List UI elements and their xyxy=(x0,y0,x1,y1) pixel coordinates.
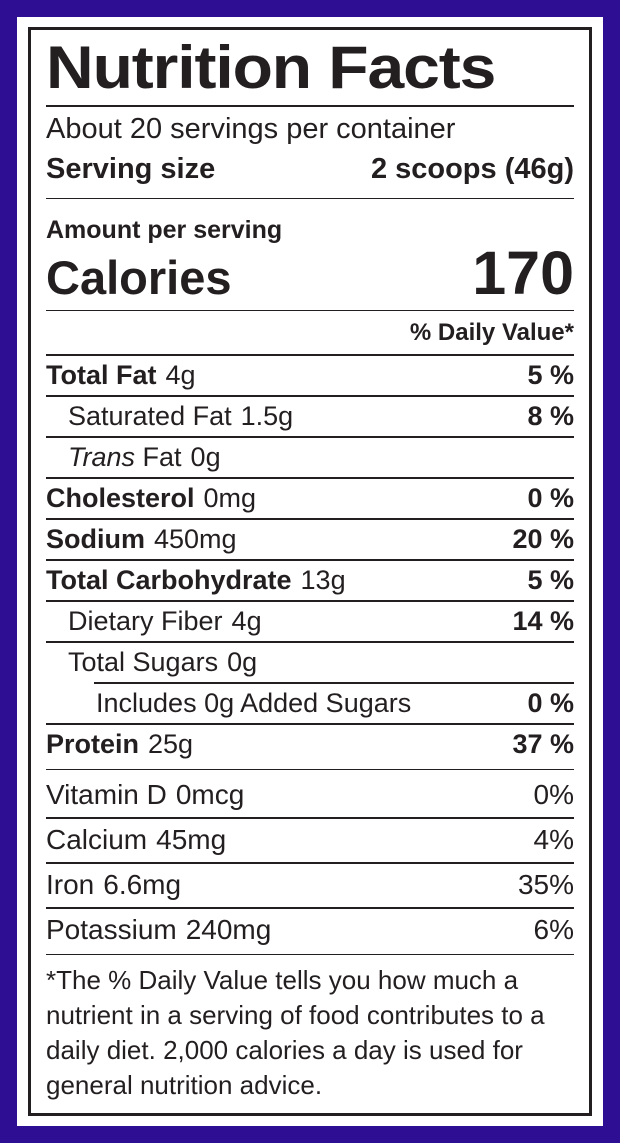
nutrient-row-protein: Protein 25g 37 % xyxy=(46,723,574,764)
nutrient-dv: 0 % xyxy=(527,483,574,514)
nutrient-dv: 20 % xyxy=(512,524,574,555)
nutrient-amount: 45mg xyxy=(156,824,227,856)
micronutrient-row-iron: Iron 6.6mg 35% xyxy=(46,862,574,907)
nutrient-name: Iron xyxy=(46,869,95,901)
indented-divider xyxy=(94,682,574,685)
nutrient-amount: 25g xyxy=(148,729,194,760)
nutrient-name: Potassium xyxy=(46,914,177,946)
nutrient-row-total-fat: Total Fat 4g 5 % xyxy=(46,354,574,395)
nutrient-dv: 8 % xyxy=(527,401,574,432)
micronutrient-row-calcium: Calcium 45mg 4% xyxy=(46,817,574,862)
nutrient-name: Total Carbohydrate xyxy=(46,565,292,596)
nutrient-amount: 4g xyxy=(231,606,262,637)
nutrient-name: Fat xyxy=(142,442,182,473)
nutrient-amount: 13g xyxy=(300,565,346,596)
nutrient-dv: 14 % xyxy=(512,606,574,637)
nutrition-facts-panel: Nutrition Facts About 20 servings per co… xyxy=(28,27,592,1116)
serving-size-label: Serving size xyxy=(46,152,216,185)
daily-value-header: % Daily Value* xyxy=(409,319,574,347)
calories-row: Calories 170 xyxy=(46,239,574,308)
serving-size-row: Serving size 2 scoops (46g) xyxy=(46,149,574,189)
nutrient-name: Includes 0g Added Sugars xyxy=(96,688,412,719)
nutrient-row-dietary-fiber: Dietary Fiber 4g 14 % xyxy=(46,600,574,641)
nutrient-dv: 4% xyxy=(533,824,574,856)
nutrient-name: Total Fat xyxy=(46,360,157,391)
nutrient-row-trans-fat: Trans Fat 0g xyxy=(46,436,574,477)
panel-title: Nutrition Facts xyxy=(46,34,496,101)
nutrient-row-sodium: Sodium 450mg 20 % xyxy=(46,518,574,559)
nutrient-amount: 1.5g xyxy=(240,401,294,432)
small-separator-bar xyxy=(46,954,574,955)
nutrient-amount: 0mg xyxy=(203,483,257,514)
nutrient-dv: 0% xyxy=(533,779,574,811)
nutrient-amount: 450mg xyxy=(154,524,237,555)
nutrient-amount: 0g xyxy=(190,442,221,473)
nutrient-dv: 37 % xyxy=(512,729,574,760)
nutrient-name: Total Sugars xyxy=(68,647,219,678)
nutrient-row-total-sugars: Total Sugars 0g xyxy=(46,641,574,682)
amount-per-serving-label: Amount per serving xyxy=(46,216,283,245)
servings-per-container: About 20 servings per container xyxy=(46,112,456,145)
nutrient-name: Cholesterol xyxy=(46,483,195,514)
calories-label: Calories xyxy=(46,250,232,304)
medium-separator-bar xyxy=(46,310,574,312)
nutrient-name: Dietary Fiber xyxy=(68,606,223,637)
nutrient-dv: 5 % xyxy=(527,360,574,391)
divider xyxy=(46,104,574,107)
nutrient-name: Vitamin D xyxy=(46,779,167,811)
nutrient-amount: 0mcg xyxy=(175,779,245,811)
micronutrient-row-vitamin-d: Vitamin D 0mcg 0% xyxy=(46,774,574,817)
nutrient-row-saturated-fat: Saturated Fat 1.5g 8 % xyxy=(46,395,574,436)
nutrient-name-italic: Trans xyxy=(68,442,136,473)
thick-separator-bar xyxy=(46,197,574,200)
nutrient-amount: 0g xyxy=(227,647,258,678)
nutrient-name: Saturated Fat xyxy=(68,401,232,432)
nutrient-name: Sodium xyxy=(46,524,145,555)
calories-value: 170 xyxy=(472,239,574,308)
nutrient-dv: 5 % xyxy=(527,565,574,596)
thick-separator-bar xyxy=(46,769,574,771)
nutrient-row-added-sugars: Includes 0g Added Sugars 0 % xyxy=(46,684,574,723)
nutrient-dv: 35% xyxy=(517,869,574,901)
nutrient-amount: 240mg xyxy=(185,914,272,946)
nutrient-amount: 6.6mg xyxy=(103,869,182,901)
micronutrient-row-potassium: Potassium 240mg 6% xyxy=(46,907,574,952)
nutrient-name: Calcium xyxy=(46,824,148,856)
daily-value-footnote: *The % Daily Value tells you how much a … xyxy=(46,965,545,1100)
nutrient-name: Protein xyxy=(46,729,140,760)
serving-size-value: 2 scoops (46g) xyxy=(370,152,574,185)
nutrient-dv: 6% xyxy=(533,914,574,946)
nutrient-row-cholesterol: Cholesterol 0mg 0 % xyxy=(46,477,574,518)
nutrient-row-total-carbohydrate: Total Carbohydrate 13g 5 % xyxy=(46,559,574,600)
nutrient-amount: 4g xyxy=(165,360,196,391)
nutrient-dv: 0 % xyxy=(527,688,574,719)
